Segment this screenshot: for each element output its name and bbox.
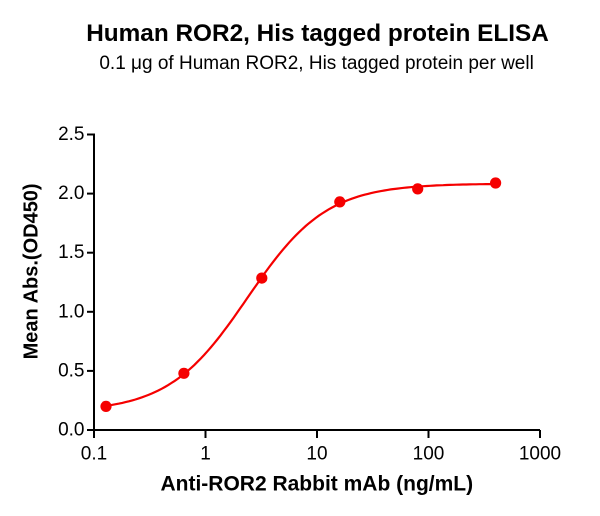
svg-text:10: 10 xyxy=(306,444,327,465)
svg-text:1.5: 1.5 xyxy=(58,242,84,263)
svg-text:0.0: 0.0 xyxy=(58,420,84,441)
svg-text:2.0: 2.0 xyxy=(58,183,84,204)
svg-text:1: 1 xyxy=(200,444,211,465)
svg-text:0.1: 0.1 xyxy=(81,444,107,465)
svg-text:Anti-ROR2 Rabbit mAb (ng/mL): Anti-ROR2 Rabbit mAb (ng/mL) xyxy=(160,472,473,495)
svg-text:Mean Abs.(OD450): Mean Abs.(OD450) xyxy=(20,183,42,359)
svg-text:100: 100 xyxy=(413,444,445,465)
svg-text:2.5: 2.5 xyxy=(58,124,84,145)
svg-text:Human ROR2, His tagged protein: Human ROR2, His tagged protein ELISA xyxy=(86,20,549,47)
svg-text:0.1 μg of Human ROR2, His tagg: 0.1 μg of Human ROR2, His tagged protein… xyxy=(99,53,533,74)
svg-text:1.0: 1.0 xyxy=(58,301,84,322)
svg-text:0.5: 0.5 xyxy=(58,360,84,381)
svg-text:1000: 1000 xyxy=(519,444,561,465)
